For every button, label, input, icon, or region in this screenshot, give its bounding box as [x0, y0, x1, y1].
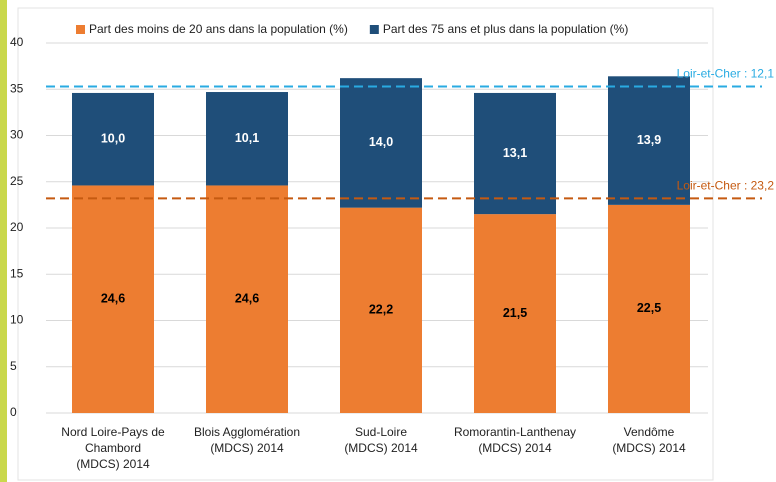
value-label: 22,5	[637, 301, 661, 315]
x-tick-label: (MDCS) 2014	[210, 441, 284, 455]
bar-segment	[72, 185, 154, 413]
bar-segment	[340, 78, 422, 208]
bar-segment	[72, 92, 154, 186]
legend-label: Part des 75 ans et plus dans la populati…	[383, 22, 628, 36]
bar-segment	[206, 185, 288, 413]
value-label: 10,1	[235, 131, 259, 145]
legend-label: Part des moins de 20 ans dans la populat…	[89, 22, 348, 36]
bar-segment	[474, 92, 556, 215]
value-label: 24,6	[235, 292, 259, 306]
y-tick-label: 20	[10, 220, 24, 234]
y-tick-label: 0	[10, 405, 17, 419]
bar-segment	[474, 214, 556, 413]
legend-swatch	[369, 25, 379, 34]
x-tick-label: Vendôme	[624, 425, 675, 439]
value-label: 13,1	[503, 146, 527, 160]
bar-segment	[340, 207, 422, 413]
x-tick-label: Romorantin-Lanthenay	[454, 425, 576, 439]
chart-frame	[17, 7, 714, 481]
x-tick-label: (MDCS) 2014	[344, 441, 418, 455]
x-tick-label: Nord Loire-Pays de	[61, 425, 165, 439]
x-tick-label: (MDCS) 2014	[76, 457, 150, 471]
x-tick-label: Sud-Loire	[355, 425, 407, 439]
value-label: 10,0	[101, 131, 125, 145]
x-tick-label: Blois Agglomération	[194, 425, 300, 439]
value-label: 24,6	[101, 292, 125, 306]
y-tick-label: 15	[10, 266, 24, 280]
y-tick-label: 35	[10, 81, 24, 95]
bar-segment	[608, 204, 690, 413]
y-tick-label: 30	[10, 128, 24, 142]
value-label: 21,5	[503, 306, 527, 320]
reference-label: Loir-et-Cher : 23,2	[677, 179, 775, 193]
y-tick-label: 40	[10, 35, 24, 49]
bar-segment	[608, 76, 690, 205]
reference-label: Loir-et-Cher : 12,1	[677, 67, 775, 81]
x-tick-label: (MDCS) 2014	[478, 441, 552, 455]
value-label: 13,9	[637, 133, 661, 147]
y-tick-label: 5	[10, 359, 17, 373]
x-tick-label: Chambord	[85, 441, 141, 455]
legend-swatch	[76, 25, 85, 34]
value-label: 14,0	[369, 135, 393, 149]
value-label: 22,2	[369, 303, 393, 317]
x-tick-label: (MDCS) 2014	[612, 441, 686, 455]
bar-segment	[206, 92, 288, 186]
y-tick-label: 25	[10, 174, 24, 188]
y-tick-label: 10	[10, 313, 24, 327]
side-strip	[0, 0, 7, 482]
